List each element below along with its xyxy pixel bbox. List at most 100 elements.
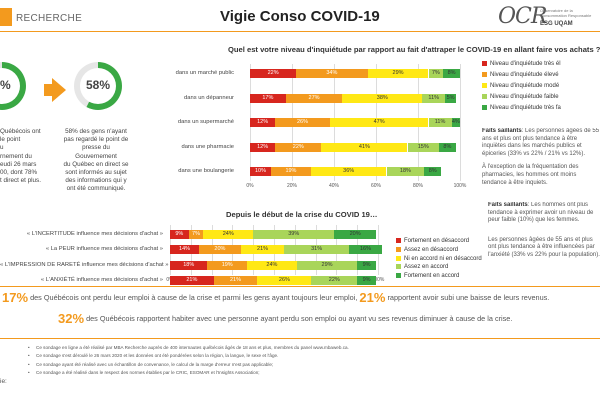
category-label: dans un marché public: [175, 70, 234, 76]
bar-segment: [250, 118, 276, 128]
legend-label: Ni en accord ni en désaccord: [404, 255, 482, 262]
axis-tick-label: 40%: [328, 183, 339, 189]
bar-segment: [271, 167, 311, 177]
data-label: 17%: [262, 94, 274, 101]
legend-label: Assez en désaccord: [404, 246, 459, 253]
bar-segment: [213, 275, 258, 285]
chart-title: Quel est votre niveau d'inquiétude par r…: [228, 45, 600, 54]
data-label: 22%: [328, 276, 340, 283]
side-notes-top: Faits saillants: Les personnes âgées de …: [482, 128, 600, 186]
bar-segment: [422, 93, 446, 103]
bar-segment: [250, 167, 271, 177]
legend-swatch: [482, 72, 487, 77]
data-label: 9%: [362, 261, 371, 268]
bar-segment: [439, 142, 456, 152]
bar-segment: [188, 230, 204, 239]
category-label: « L'IMPRESSION DE RARETÉ influence mes d…: [0, 261, 169, 268]
data-label: 26%: [296, 119, 308, 126]
data-label: 18%: [183, 261, 195, 268]
bar-segment: [250, 142, 276, 152]
data-label: 24%: [222, 231, 234, 237]
bar-segment: [445, 93, 456, 103]
legend-swatch: [396, 264, 401, 270]
data-label: 21%: [257, 246, 269, 253]
donut-percent: 58%: [85, 78, 111, 92]
bar-segment: [329, 118, 429, 128]
bar-segment: [250, 93, 286, 103]
data-label: 15%: [417, 143, 429, 150]
page-title: Vigie Conso COVID-19: [220, 8, 380, 25]
stat-line-employment: 17% des Québécois ont perdu leur emploi …: [2, 290, 550, 305]
legend-item: Niveau d'inquiétude faible: [482, 94, 559, 100]
legend-label: Niveau d'inquiétude très él: [490, 61, 561, 68]
data-label: 12%: [257, 119, 269, 126]
bar-segment: [428, 118, 452, 128]
data-label: 7%: [192, 231, 200, 237]
bar-segment: [451, 118, 460, 128]
arrow-right-icon: [52, 78, 66, 102]
data-label: 8%: [443, 143, 452, 150]
grid-line: [460, 64, 461, 181]
category-label: dans une boulangerie: [178, 168, 234, 175]
legend-item: Niveau d'inquiétude très él: [482, 61, 561, 67]
axis-tick-label: 0%: [246, 183, 254, 189]
bar-segment: [357, 275, 376, 285]
data-label: 22%: [292, 143, 304, 150]
category-label: « L'INCERTITUDE influence mes décisions …: [26, 231, 163, 237]
bar-segment: [386, 167, 425, 177]
legend-label: Niveau d'inquiétude élevé: [490, 72, 559, 79]
data-label: 7%: [431, 70, 440, 76]
bar-segment: [240, 245, 285, 255]
legend-item: Fortement en accord: [396, 273, 459, 279]
stats-divider-top: [0, 286, 600, 287]
bar-segment: [428, 69, 444, 78]
bar-segment: [285, 93, 343, 103]
legend-item: Niveau d'inquiétude élevé: [482, 72, 559, 78]
data-label: 8%: [447, 70, 456, 76]
brand-logo: [0, 8, 12, 26]
bar-segment: [203, 230, 254, 239]
legend-swatch: [396, 273, 401, 279]
note-item: • Ce sondage a été réalisé dans le respe…: [28, 370, 260, 376]
bar-segment: [284, 245, 349, 255]
bar-segment: [199, 245, 241, 255]
data-label: 19%: [221, 261, 233, 268]
legend-item: Niveau d'inquiétude modé: [482, 83, 559, 89]
ocr-logo: OCR: [498, 4, 547, 29]
stats-divider-bottom: [0, 338, 600, 339]
bar-segment: [348, 245, 383, 255]
bar-segment: [250, 69, 297, 78]
data-label: 9%: [175, 231, 184, 237]
legend-swatch: [482, 105, 487, 110]
data-label: 26%: [278, 276, 290, 283]
note-item: • Ce sondage ayant été réalisé avec un é…: [28, 361, 274, 367]
category-label: dans une pharmacie: [181, 143, 234, 150]
bar-segment: [170, 260, 208, 270]
category-label: « L'ANXIÉTÉ influence mes décisions d'ac…: [40, 276, 163, 283]
ocr-esg-label: ESG UQAM: [540, 21, 573, 27]
donut-percent: 5%: [0, 78, 11, 92]
bar-segment: [424, 167, 442, 177]
legend-label: Niveau d'inquiétude faible: [490, 94, 559, 101]
data-label: 21%: [186, 276, 198, 283]
bar-segment: [296, 260, 358, 270]
legend-item: Assez en accord: [396, 264, 448, 270]
data-label: 24%: [266, 261, 278, 268]
legend-swatch: [482, 83, 487, 88]
data-label: 8%: [428, 168, 437, 175]
data-label: 12%: [257, 143, 269, 150]
bar-segment: [170, 230, 189, 239]
bar-segment: [334, 230, 376, 239]
bar-segment: [246, 260, 297, 270]
legend-item: Fortement en désaccord: [396, 238, 469, 244]
data-label: 21%: [230, 276, 242, 283]
bar-segment: [310, 167, 387, 177]
axis-tick-label: 80%: [412, 183, 423, 189]
bar-segment: [311, 275, 358, 285]
data-label: 22%: [267, 70, 279, 76]
bar-segment: [357, 260, 376, 270]
bar-segment: [443, 69, 460, 78]
data-label: 18%: [399, 168, 411, 175]
data-label: 20%: [349, 231, 361, 237]
bar-segment: [367, 69, 429, 78]
